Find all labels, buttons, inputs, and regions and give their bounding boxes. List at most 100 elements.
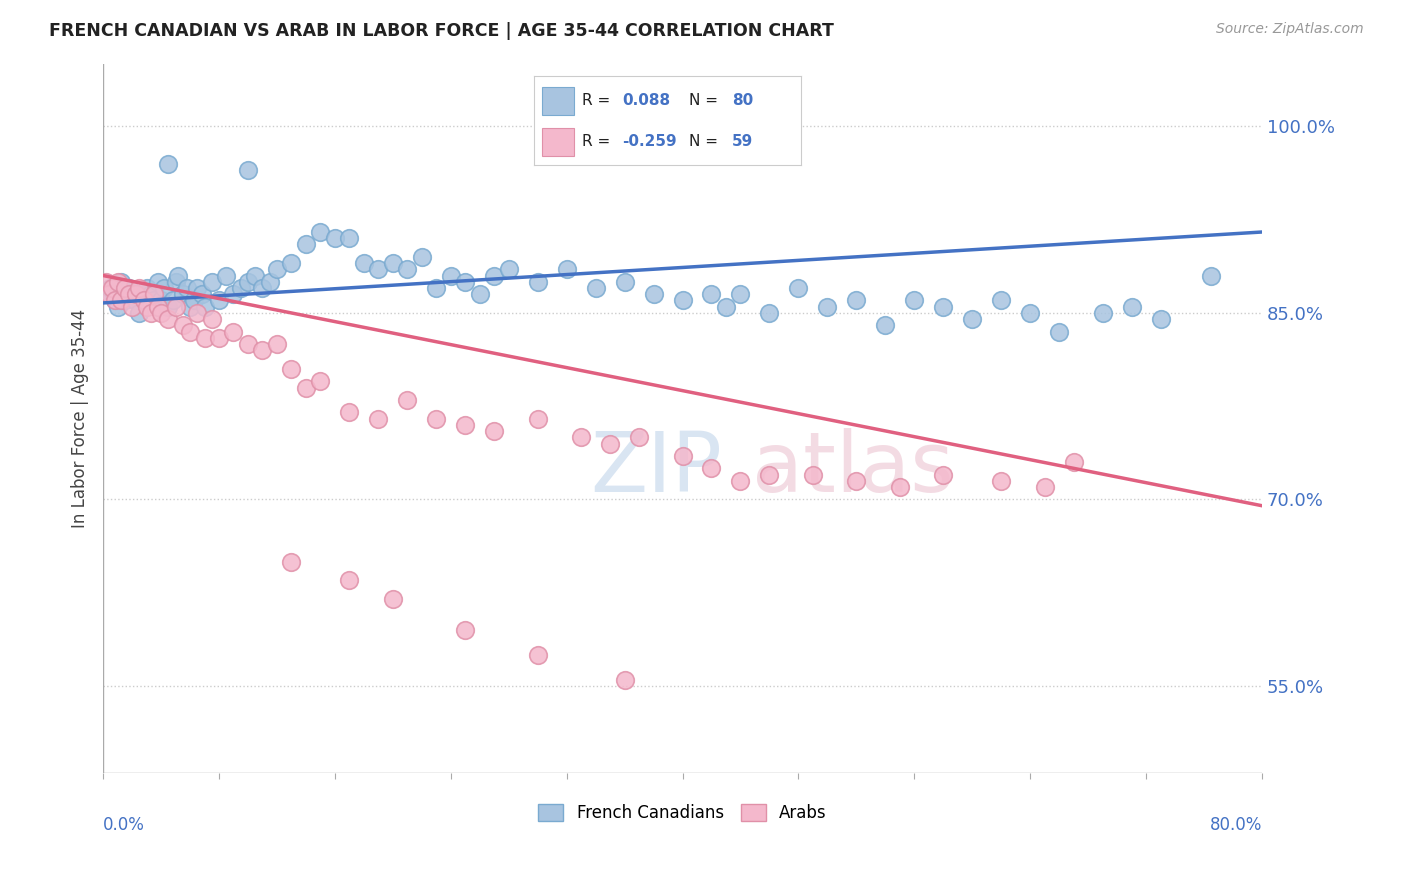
- Point: [295, 237, 318, 252]
- Point: [526, 411, 548, 425]
- Point: [186, 306, 208, 320]
- Point: [96, 287, 118, 301]
- Point: [1033, 480, 1056, 494]
- Point: [165, 275, 187, 289]
- Point: [179, 325, 201, 339]
- Point: [139, 306, 162, 320]
- Point: [875, 318, 897, 333]
- Point: [135, 281, 157, 295]
- Point: [172, 287, 194, 301]
- Point: [454, 623, 477, 637]
- Point: [337, 231, 360, 245]
- Point: [124, 293, 146, 308]
- Point: [150, 306, 173, 320]
- Point: [815, 300, 838, 314]
- Point: [337, 405, 360, 419]
- Point: [110, 293, 132, 308]
- Point: [110, 275, 132, 289]
- Point: [208, 331, 231, 345]
- Point: [454, 275, 477, 289]
- Point: [201, 275, 224, 289]
- Point: [758, 306, 780, 320]
- Point: [201, 312, 224, 326]
- Point: [162, 293, 184, 308]
- Point: [114, 281, 136, 295]
- Point: [425, 411, 447, 425]
- Point: [118, 287, 141, 301]
- Point: [700, 287, 723, 301]
- Point: [1199, 268, 1222, 283]
- Point: [252, 281, 274, 295]
- Text: R =: R =: [582, 135, 616, 149]
- Text: -0.259: -0.259: [623, 135, 678, 149]
- Point: [208, 293, 231, 308]
- Point: [628, 430, 651, 444]
- Text: 80: 80: [733, 94, 754, 108]
- Point: [1121, 300, 1143, 314]
- Point: [97, 287, 120, 301]
- Text: 59: 59: [733, 135, 754, 149]
- Point: [323, 231, 346, 245]
- Point: [157, 156, 180, 170]
- Point: [1063, 455, 1085, 469]
- Point: [165, 300, 187, 314]
- Point: [222, 325, 245, 339]
- Point: [107, 300, 129, 314]
- Point: [121, 287, 143, 301]
- Point: [613, 673, 636, 687]
- Point: [569, 430, 592, 444]
- Text: R =: R =: [582, 94, 616, 108]
- Point: [425, 281, 447, 295]
- Point: [280, 256, 302, 270]
- Point: [259, 275, 281, 289]
- Point: [193, 300, 215, 314]
- Point: [1019, 306, 1042, 320]
- Point: [730, 287, 752, 301]
- Point: [555, 262, 578, 277]
- Point: [150, 293, 173, 308]
- Point: [153, 281, 176, 295]
- Point: [484, 268, 506, 283]
- Point: [411, 250, 433, 264]
- Point: [585, 281, 607, 295]
- Point: [157, 312, 180, 326]
- Point: [229, 281, 252, 295]
- Point: [157, 300, 180, 314]
- Point: [787, 281, 810, 295]
- Point: [903, 293, 925, 308]
- Point: [730, 474, 752, 488]
- Point: [309, 374, 332, 388]
- Point: [367, 262, 389, 277]
- Point: [245, 268, 267, 283]
- Point: [266, 337, 288, 351]
- Point: [135, 300, 157, 314]
- Point: [381, 592, 404, 607]
- Point: [1047, 325, 1070, 339]
- Point: [94, 275, 117, 289]
- Point: [215, 268, 238, 283]
- Point: [146, 300, 169, 314]
- Legend: French Canadians, Arabs: French Canadians, Arabs: [531, 797, 834, 829]
- Point: [142, 287, 165, 301]
- Point: [484, 424, 506, 438]
- Point: [440, 268, 463, 283]
- Point: [114, 293, 136, 308]
- Point: [700, 461, 723, 475]
- Bar: [543, 87, 574, 115]
- Text: 80.0%: 80.0%: [1209, 816, 1263, 834]
- Point: [990, 474, 1012, 488]
- Point: [367, 411, 389, 425]
- Point: [454, 417, 477, 432]
- Y-axis label: In Labor Force | Age 35-44: In Labor Force | Age 35-44: [72, 309, 89, 528]
- Point: [396, 392, 419, 407]
- Text: FRENCH CANADIAN VS ARAB IN LABOR FORCE | AGE 35-44 CORRELATION CHART: FRENCH CANADIAN VS ARAB IN LABOR FORCE |…: [49, 22, 834, 40]
- Point: [132, 293, 155, 308]
- Text: ZIP: ZIP: [589, 428, 721, 508]
- Text: Source: ZipAtlas.com: Source: ZipAtlas.com: [1216, 22, 1364, 37]
- Point: [132, 287, 155, 301]
- Point: [309, 225, 332, 239]
- Point: [172, 318, 194, 333]
- Point: [142, 293, 165, 308]
- Point: [599, 436, 621, 450]
- Point: [139, 287, 162, 301]
